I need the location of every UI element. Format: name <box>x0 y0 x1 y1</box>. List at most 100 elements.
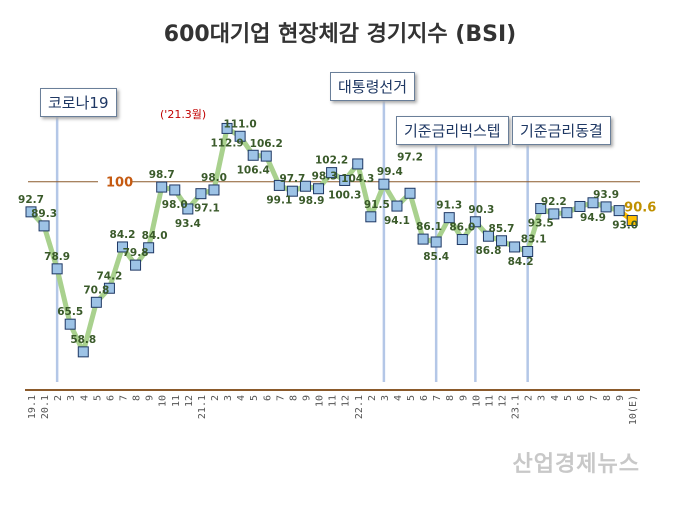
data-point <box>299 180 311 192</box>
data-point <box>430 236 442 248</box>
data-point <box>587 197 599 209</box>
data-point <box>365 211 377 223</box>
x-tick-label: 23.1 <box>511 395 522 419</box>
x-tick-label: 19.1 <box>27 395 38 419</box>
x-tick-label: 11 <box>328 395 339 407</box>
data-label: 102.2 <box>315 155 348 167</box>
data-point <box>417 233 429 245</box>
x-tick-label: 6 <box>419 395 430 401</box>
data-label: 84.2 <box>110 229 136 241</box>
chart-title: 600대기업 현장체감 경기지수 (BSI) <box>163 22 517 47</box>
data-point <box>38 220 50 232</box>
data-point <box>77 346 89 358</box>
x-tick-label: 21.1 <box>197 395 208 419</box>
x-tick-label: 4 <box>79 395 90 401</box>
data-label: 97.1 <box>194 203 220 215</box>
event-label-election: 대통령선거 <box>330 72 416 101</box>
data-label: 98.0 <box>201 172 227 184</box>
data-label: 79.8 <box>123 247 149 259</box>
x-tick-label: 3 <box>223 395 234 401</box>
data-label: 98.9 <box>299 195 325 207</box>
x-tick-label: 20.1 <box>40 395 51 419</box>
data-point <box>25 206 37 218</box>
x-tick-label: 3 <box>380 395 391 401</box>
x-tick-label: 9 <box>145 395 156 401</box>
data-point <box>456 234 468 246</box>
data-label: 91.3 <box>436 200 462 212</box>
data-point <box>626 215 638 227</box>
data-label: 65.5 <box>57 306 83 318</box>
event-label-covid: 코로나19 <box>40 88 117 117</box>
data-label: 58.8 <box>70 334 96 346</box>
data-point <box>116 241 128 253</box>
data-label: 85.4 <box>423 251 449 263</box>
data-label: 85.7 <box>489 223 515 235</box>
x-tick-label: 5 <box>406 395 417 401</box>
x-tick-label: 4 <box>550 395 561 401</box>
event-label-rate-freeze: 기준금리동결 <box>512 116 611 145</box>
data-point <box>221 122 233 134</box>
data-point <box>130 259 142 271</box>
data-point <box>195 188 207 200</box>
data-label: 93.0 <box>612 220 638 232</box>
data-label: 92.2 <box>541 196 567 208</box>
reference-label: 100 <box>106 176 133 191</box>
data-point <box>600 201 612 213</box>
data-label: 98.3 <box>312 171 338 183</box>
data-label: 104.3 <box>341 173 374 185</box>
data-label: 111.0 <box>224 118 257 130</box>
data-label: 83.1 <box>521 233 547 245</box>
data-point <box>234 130 246 142</box>
data-point <box>208 184 220 196</box>
x-tick-label: 4 <box>236 395 247 401</box>
data-point <box>378 178 390 190</box>
data-point <box>339 174 351 186</box>
data-point <box>391 200 403 212</box>
data-point <box>548 208 560 220</box>
x-tick-label: 8 <box>288 395 299 401</box>
data-point <box>286 185 298 197</box>
x-tick-label: 10 <box>471 395 482 407</box>
x-tick-label: 2 <box>367 395 378 401</box>
data-point <box>535 203 547 215</box>
data-label: 74.2 <box>96 270 122 282</box>
data-label: 70.8 <box>83 284 109 296</box>
data-label: 94.9 <box>580 212 606 224</box>
data-label: 98.7 <box>149 169 175 181</box>
data-label: 98.0 <box>162 199 188 211</box>
x-tick-label: 8 <box>445 395 456 401</box>
x-tick-label: 12 <box>498 395 509 407</box>
peak-annotation: ('21.3월) <box>160 108 207 121</box>
data-label: 78.9 <box>44 251 70 263</box>
data-label: 93.9 <box>593 189 619 201</box>
data-point <box>522 245 534 257</box>
x-tick-label: 6 <box>105 395 116 401</box>
x-tick-label: 8 <box>602 395 613 401</box>
x-tick-label: 9 <box>615 395 626 401</box>
data-point <box>482 230 494 242</box>
x-tick-label: 11 <box>171 395 182 407</box>
data-point <box>509 241 521 253</box>
data-point <box>352 158 364 170</box>
x-tick-label: 5 <box>249 395 260 401</box>
data-point <box>613 205 625 217</box>
data-point <box>561 207 573 219</box>
data-label: 86.0 <box>449 222 475 234</box>
data-label: 106.4 <box>237 164 270 176</box>
data-point <box>247 149 259 161</box>
data-label: 89.3 <box>31 208 57 220</box>
x-tick-label: 7 <box>589 395 600 401</box>
data-label: 99.4 <box>377 166 403 178</box>
x-tick-label: 9 <box>301 395 312 401</box>
data-point <box>496 235 508 247</box>
data-label: 90.6 <box>624 201 656 216</box>
x-tick-label: 5 <box>563 395 574 401</box>
x-tick-label: 2 <box>210 395 221 401</box>
data-label: 106.2 <box>250 138 283 150</box>
watermark: 산업경제뉴스 <box>512 452 640 477</box>
x-tick-label: 2 <box>524 395 535 401</box>
data-label: 97.2 <box>397 151 423 163</box>
x-tick-label: 10(E) <box>628 395 639 425</box>
data-label: 99.1 <box>266 194 292 206</box>
